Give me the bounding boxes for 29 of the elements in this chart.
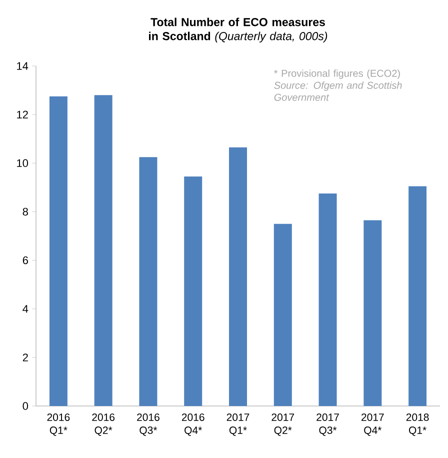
bar <box>408 186 427 406</box>
y-tick-label: 4 <box>22 305 28 313</box>
bar <box>49 96 68 406</box>
x-tick-label: 2017 Q2* <box>272 414 294 436</box>
y-tick-label: 10 <box>17 159 28 168</box>
x-tick-label: 2018 Q1* <box>406 414 429 436</box>
bar <box>94 95 112 406</box>
x-tick-label: 2016 Q3* <box>137 414 160 436</box>
x-tick-label: 2016 Q2* <box>92 414 115 436</box>
x-tick-label: 2017 Q4* <box>362 414 384 436</box>
bar <box>364 220 382 406</box>
bar <box>139 157 158 406</box>
x-tick-label: 2016 Q1* <box>47 414 70 436</box>
bar <box>274 224 292 406</box>
x-tick-label: 2017 Q1* <box>226 414 250 436</box>
x-tick-label: 2017 Q3* <box>316 414 339 436</box>
y-tick-label: 0 <box>22 402 28 410</box>
y-tick-label: 8 <box>22 208 28 216</box>
annotation: Source: Ofgem and Scottish Government <box>274 82 402 101</box>
y-tick-label: 12 <box>17 110 28 118</box>
bar <box>184 176 202 406</box>
y-tick-label: 6 <box>22 256 28 264</box>
x-tick-label: 2016 Q4* <box>182 414 204 436</box>
bar <box>318 194 337 406</box>
chart-title: Total Number of ECO measures in Scotland (Quarterly data, 000s) <box>149 18 328 42</box>
bar <box>229 147 247 406</box>
annotation: * Provisional figures (ECO2) <box>274 70 400 79</box>
y-tick-label: 14 <box>17 62 28 70</box>
y-tick-label: 2 <box>22 354 28 362</box>
